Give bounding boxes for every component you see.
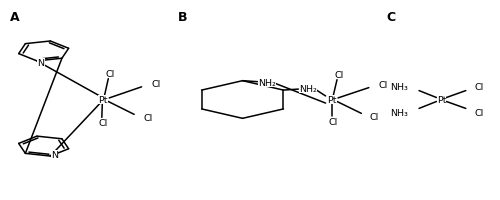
Text: N: N (38, 59, 44, 68)
Text: NH₃: NH₃ (390, 108, 408, 117)
Text: Cl: Cl (334, 70, 344, 79)
Text: Cl: Cl (98, 119, 108, 128)
Text: Pt: Pt (436, 96, 446, 104)
Text: B: B (178, 11, 188, 24)
Text: Cl: Cl (106, 69, 115, 78)
Text: Cl: Cl (378, 81, 388, 90)
Text: Cl: Cl (144, 113, 152, 122)
Text: A: A (10, 11, 20, 24)
Text: Cl: Cl (474, 108, 484, 117)
Text: Pt: Pt (328, 96, 337, 104)
Text: Cl: Cl (474, 83, 484, 92)
Text: C: C (386, 11, 396, 24)
Text: NH₂: NH₂ (258, 79, 276, 88)
Text: Cl: Cl (329, 118, 338, 127)
Text: NH₂: NH₂ (299, 84, 317, 93)
Text: Pt: Pt (98, 96, 108, 104)
Text: Cl: Cl (370, 112, 379, 121)
Text: NH₃: NH₃ (390, 83, 408, 92)
Text: N: N (51, 150, 58, 159)
Text: Cl: Cl (152, 79, 161, 88)
